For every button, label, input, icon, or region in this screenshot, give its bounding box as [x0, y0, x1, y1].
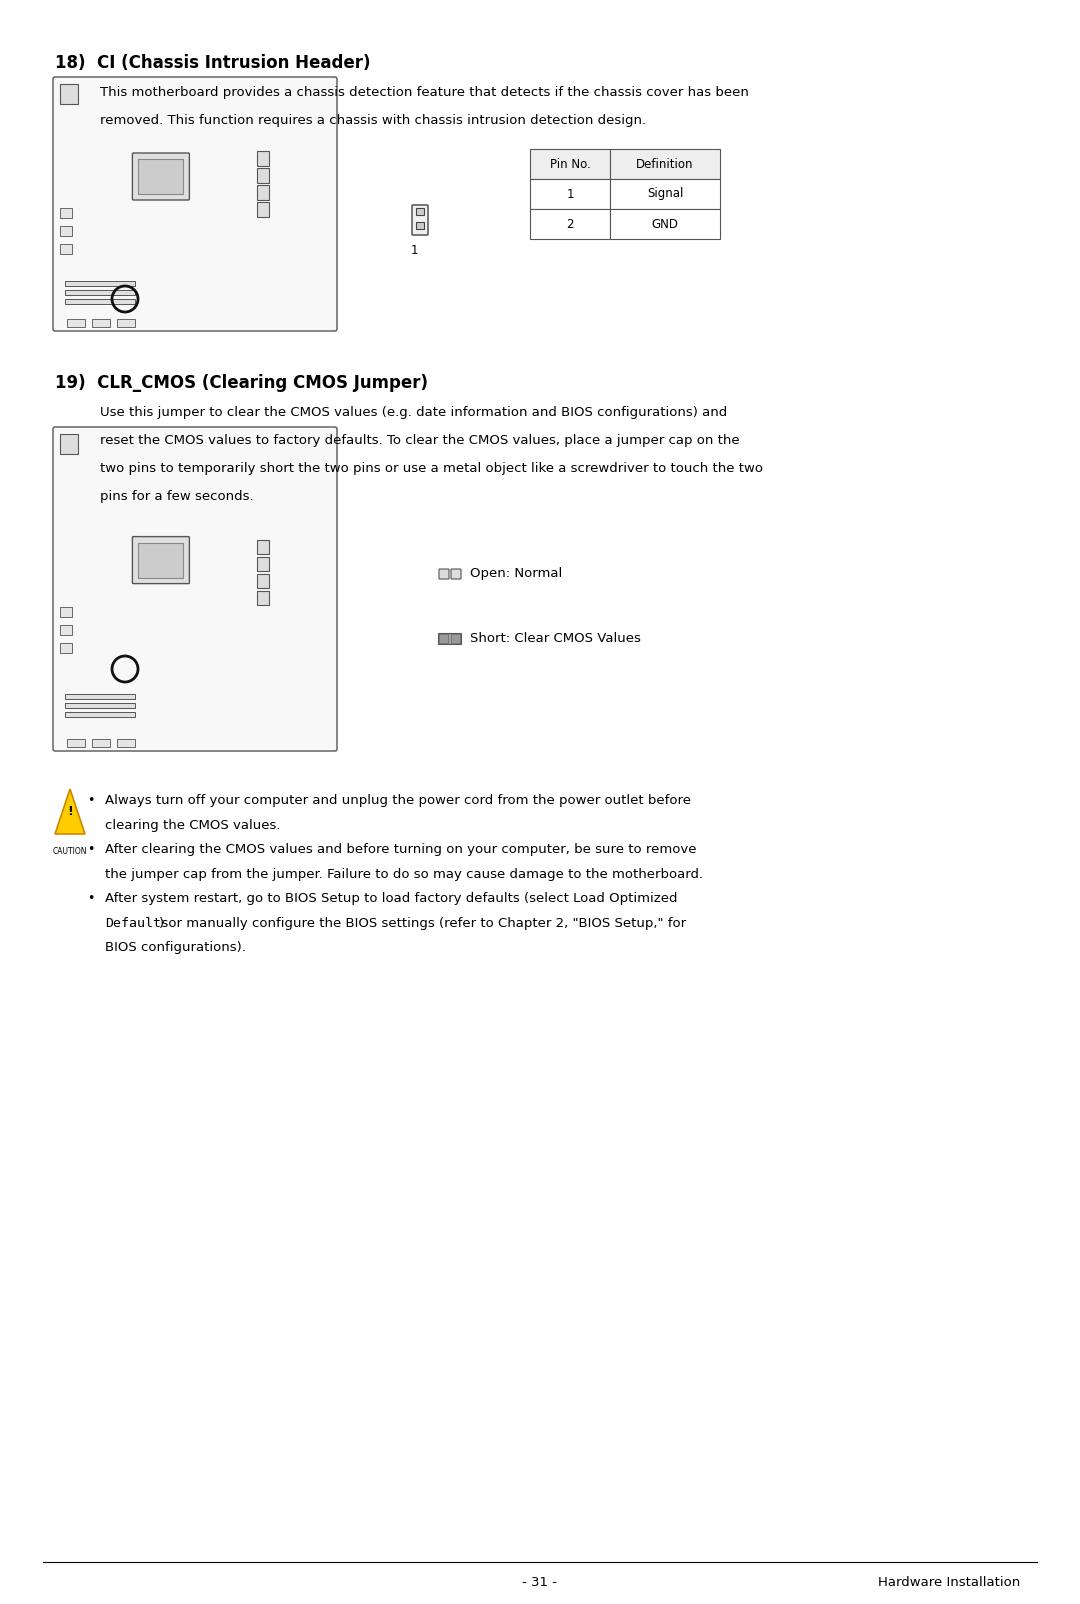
Text: reset the CMOS values to factory defaults. To clear the CMOS values, place a jum: reset the CMOS values to factory default… [100, 435, 740, 448]
Bar [257, 557, 269, 571]
Bar [257, 590, 269, 605]
FancyBboxPatch shape [440, 634, 449, 643]
Bar [60, 626, 72, 635]
Text: Defaults: Defaults [105, 916, 168, 929]
Bar [257, 168, 269, 183]
Bar [138, 542, 184, 577]
Text: Use this jumper to clear the CMOS values (e.g. date information and BIOS configu: Use this jumper to clear the CMOS values… [100, 406, 727, 419]
Bar [60, 606, 72, 618]
Bar [610, 180, 720, 209]
Text: Open: Normal: Open: Normal [470, 568, 563, 581]
Bar [117, 319, 135, 327]
FancyBboxPatch shape [411, 205, 428, 236]
Text: two pins to temporarily short the two pins or use a metal object like a screwdri: two pins to temporarily short the two pi… [100, 462, 762, 475]
Text: 1: 1 [566, 188, 573, 200]
Text: Always turn off your computer and unplug the power cord from the power outlet be: Always turn off your computer and unplug… [105, 794, 691, 807]
Bar [416, 221, 424, 229]
Text: 18)  CI (Chassis Intrusion Header): 18) CI (Chassis Intrusion Header) [55, 55, 370, 72]
Text: 19)  CLR_CMOS (Clearing CMOS Jumper): 19) CLR_CMOS (Clearing CMOS Jumper) [55, 374, 428, 391]
Bar [65, 298, 135, 305]
Bar [60, 209, 72, 218]
Text: Definition: Definition [636, 157, 693, 170]
Bar [60, 244, 72, 253]
Bar [257, 574, 269, 589]
Text: 1: 1 [411, 244, 419, 257]
Bar [65, 703, 135, 707]
Bar [416, 209, 424, 215]
Text: GND: GND [651, 218, 678, 231]
Bar [117, 739, 135, 747]
Bar [92, 739, 110, 747]
FancyBboxPatch shape [438, 634, 461, 645]
Bar [257, 541, 269, 553]
Bar [610, 209, 720, 239]
Bar [65, 712, 135, 717]
Text: !: ! [67, 805, 72, 818]
Text: •: • [87, 892, 94, 905]
Text: Pin No.: Pin No. [550, 157, 591, 170]
Text: ) or manually configure the BIOS settings (refer to Chapter 2, "BIOS Setup," for: ) or manually configure the BIOS setting… [160, 916, 687, 929]
Text: pins for a few seconds.: pins for a few seconds. [100, 489, 254, 504]
Bar [65, 695, 135, 699]
FancyBboxPatch shape [133, 152, 189, 200]
Text: •: • [87, 794, 94, 807]
Bar [257, 186, 269, 199]
Bar [65, 290, 135, 295]
Bar [65, 281, 135, 286]
Text: the jumper cap from the jumper. Failure to do so may cause damage to the motherb: the jumper cap from the jumper. Failure … [105, 868, 703, 881]
Text: clearing the CMOS values.: clearing the CMOS values. [105, 818, 281, 831]
Text: CAUTION: CAUTION [53, 847, 87, 857]
Bar [138, 159, 184, 194]
FancyBboxPatch shape [53, 77, 337, 330]
Text: 2: 2 [566, 218, 573, 231]
Text: - 31 -: - 31 - [523, 1577, 557, 1590]
Bar [60, 226, 72, 236]
FancyBboxPatch shape [438, 569, 449, 579]
Text: After clearing the CMOS values and before turning on your computer, be sure to r: After clearing the CMOS values and befor… [105, 844, 697, 857]
Bar [530, 209, 610, 239]
Text: Hardware Installation: Hardware Installation [878, 1577, 1020, 1590]
Bar [92, 319, 110, 327]
Bar [60, 83, 78, 104]
Bar [610, 149, 720, 180]
FancyBboxPatch shape [451, 569, 461, 579]
Bar [530, 180, 610, 209]
FancyBboxPatch shape [133, 537, 189, 584]
Bar [67, 319, 85, 327]
Bar [257, 151, 269, 165]
Bar [60, 643, 72, 653]
FancyBboxPatch shape [451, 634, 461, 643]
Text: Short: Clear CMOS Values: Short: Clear CMOS Values [470, 632, 640, 645]
Text: Signal: Signal [647, 188, 684, 200]
Bar [530, 149, 610, 180]
Polygon shape [55, 789, 85, 834]
Text: After system restart, go to BIOS Setup to load factory defaults (select Load Opt: After system restart, go to BIOS Setup t… [105, 892, 677, 905]
Text: BIOS configurations).: BIOS configurations). [105, 942, 246, 954]
Text: This motherboard provides a chassis detection feature that detects if the chassi: This motherboard provides a chassis dete… [100, 87, 748, 99]
Bar [60, 435, 78, 454]
Text: •: • [87, 844, 94, 857]
Bar [67, 739, 85, 747]
Bar [257, 202, 269, 217]
Text: removed. This function requires a chassis with chassis intrusion detection desig: removed. This function requires a chassi… [100, 114, 646, 127]
FancyBboxPatch shape [53, 427, 337, 751]
